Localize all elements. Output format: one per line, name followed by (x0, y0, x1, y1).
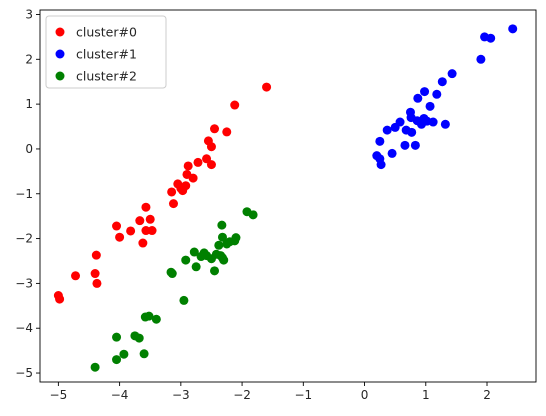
y-tick-label: 2 (25, 52, 33, 66)
data-point (407, 127, 417, 137)
y-tick-label: 3 (25, 7, 33, 21)
data-point (428, 117, 438, 127)
legend: cluster#0 cluster#1 cluster#2 (45, 15, 167, 89)
data-point (376, 160, 386, 170)
data-point (486, 33, 496, 43)
data-point (214, 240, 224, 250)
axes-frame (39, 9, 537, 383)
series-cluster#1 (372, 24, 518, 170)
data-point (138, 238, 148, 248)
data-point (151, 314, 161, 324)
x-tick-label: −5 (50, 388, 68, 402)
x-tick-label: 1 (422, 388, 430, 402)
data-point (181, 181, 191, 191)
data-point (206, 142, 216, 152)
data-point (139, 349, 149, 359)
data-point (387, 148, 397, 158)
data-point (206, 160, 216, 170)
legend-marker (55, 49, 65, 59)
x-tick-label: −3 (172, 388, 190, 402)
x-tick-label: 0 (361, 388, 369, 402)
data-point (432, 89, 442, 99)
data-point (126, 226, 136, 236)
data-point (222, 127, 232, 137)
data-point (90, 362, 100, 372)
data-point (476, 54, 486, 64)
data-point (145, 214, 155, 224)
data-point (230, 100, 240, 110)
data-point (119, 349, 129, 359)
series-cluster#2 (90, 207, 258, 372)
data-point (210, 124, 220, 134)
data-point (382, 125, 392, 135)
data-point (147, 226, 157, 236)
legend-box (45, 15, 167, 89)
data-point (217, 232, 227, 242)
data-point (395, 117, 405, 127)
data-point (167, 269, 177, 279)
data-point (90, 269, 100, 279)
data-point (144, 311, 154, 321)
data-point (134, 333, 144, 343)
data-point (183, 161, 193, 171)
y-tick-label: −3 (15, 276, 33, 290)
data-point (400, 140, 410, 150)
data-point (410, 140, 420, 150)
data-point (55, 294, 65, 304)
legend-label: cluster#2 (76, 69, 137, 84)
data-point (210, 266, 220, 276)
legend-marker (55, 71, 65, 81)
x-tick-label: −2 (233, 388, 251, 402)
legend-marker (55, 27, 65, 37)
data-point (115, 232, 125, 242)
data-point (141, 202, 151, 212)
data-point (437, 77, 447, 87)
data-point (179, 295, 189, 305)
data-point (262, 82, 272, 92)
data-point (217, 220, 227, 230)
data-point (375, 136, 385, 146)
legend-label: cluster#0 (76, 25, 137, 40)
x-tick-label: 2 (483, 388, 491, 402)
axes: −5 −4 −3 −2 −1 0 1 2 −5 −4 −3 −2 −1 0 1 2 3 (15, 7, 537, 402)
y-tick-label: −5 (15, 366, 33, 380)
data-point (508, 24, 518, 34)
y-tick-label: 0 (25, 142, 33, 156)
data-point (71, 271, 81, 281)
data-point (440, 119, 450, 129)
data-point (112, 332, 122, 342)
data-point (167, 187, 177, 197)
legend-label: cluster#1 (76, 47, 137, 62)
data-point (91, 250, 101, 260)
data-point (219, 255, 229, 265)
y-tick-label: 1 (25, 97, 33, 111)
plot-area (53, 24, 518, 372)
data-point (92, 278, 102, 288)
y-tick-label: −1 (15, 187, 33, 201)
x-tick-label: −1 (294, 388, 312, 402)
data-point (112, 355, 122, 365)
data-point (191, 262, 201, 272)
data-point (193, 157, 203, 167)
data-point (231, 233, 241, 243)
data-point (168, 199, 178, 209)
data-point (181, 255, 191, 265)
y-tick-label: −2 (15, 232, 33, 246)
data-point (447, 69, 457, 79)
data-point (248, 210, 258, 220)
data-point (413, 93, 423, 103)
data-point (420, 87, 430, 97)
data-point (135, 216, 145, 226)
x-tick-label: −4 (111, 388, 129, 402)
data-point (188, 173, 198, 183)
data-point (425, 101, 435, 111)
data-point (189, 247, 199, 257)
data-point (112, 221, 122, 231)
series-cluster#0 (53, 82, 272, 304)
y-tick-label: −4 (15, 321, 33, 335)
